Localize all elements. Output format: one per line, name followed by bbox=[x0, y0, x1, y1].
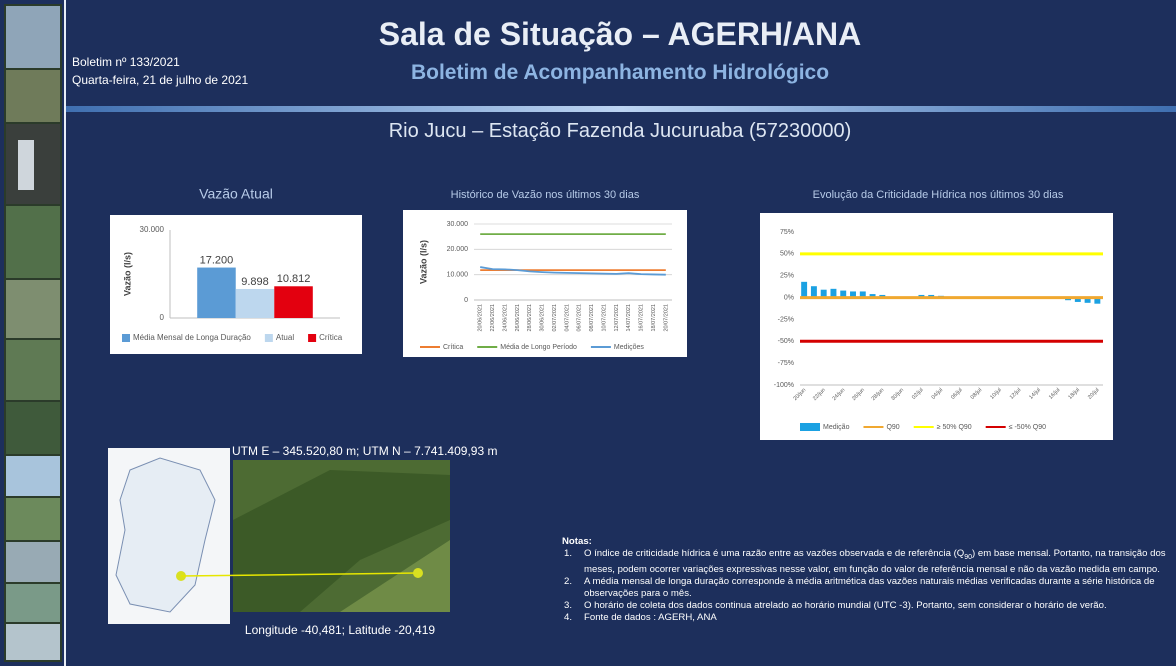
y-tick-label: 75% bbox=[780, 229, 794, 236]
bar bbox=[197, 268, 236, 318]
legend-label: ≤ -50% Q90 bbox=[1009, 424, 1046, 431]
subtitle: Boletim de Acompanhamento Hidrológico bbox=[350, 61, 890, 85]
bar bbox=[274, 286, 313, 318]
note-text-part: O índice de criticidade hídrica é uma ra… bbox=[584, 548, 964, 559]
x-tick-label: 14/07/2021 bbox=[626, 304, 632, 332]
x-tick-label: 20/07/2021 bbox=[663, 304, 669, 332]
note-marker: 1. bbox=[562, 548, 584, 576]
geo-coordinates: Longitude -40,481; Latitude -20,419 bbox=[232, 623, 448, 637]
value-label: 10.812 bbox=[277, 273, 311, 285]
note: 2.A média mensal de longa duração corres… bbox=[562, 576, 1168, 600]
chart-title: Histórico de Vazão nos últimos 30 dias bbox=[451, 189, 640, 201]
x-tick-label: 22/06/2021 bbox=[490, 304, 496, 332]
legend-swatch bbox=[800, 423, 820, 431]
y-axis-label: Vazão (l/s) bbox=[122, 252, 132, 296]
legend-label: Crítica bbox=[443, 344, 463, 351]
x-tick-label: 28/06/2021 bbox=[527, 304, 533, 332]
bar bbox=[801, 282, 807, 298]
notes-heading: Notas: bbox=[562, 536, 1168, 548]
x-tick-label: 26/06/2021 bbox=[515, 304, 521, 332]
x-tick-label: 24/06/2021 bbox=[502, 304, 508, 332]
y-tick-label: -25% bbox=[778, 316, 794, 323]
note: 1.O índice de criticidade hídrica é uma … bbox=[562, 548, 1168, 576]
note-text: Fonte de dados : AGERH, ANA bbox=[584, 612, 717, 624]
x-tick-label: 12/07/2021 bbox=[614, 304, 620, 332]
chart-background bbox=[403, 210, 687, 357]
x-tick-label: 16/07/2021 bbox=[639, 304, 645, 332]
x-tick-label: 06/07/2021 bbox=[577, 304, 583, 332]
y-tick-label: 0% bbox=[784, 294, 794, 301]
legend-label: Medições bbox=[614, 344, 644, 351]
chart-title: Evolução da Criticidade Hídrica nos últi… bbox=[813, 189, 1064, 201]
map-area bbox=[108, 448, 450, 624]
legend-label: Q90 bbox=[886, 424, 899, 431]
note-text: A média mensal de longa duração correspo… bbox=[584, 576, 1168, 600]
note: 4.Fonte de dados : AGERH, ANA bbox=[562, 612, 1168, 624]
legend-label: Crítica bbox=[319, 333, 343, 342]
notes: Notas: 1.O índice de criticidade hídrica… bbox=[562, 536, 1168, 624]
y-axis-label: Vazão (l/s) bbox=[418, 240, 428, 284]
y-tick-label: -50% bbox=[778, 338, 794, 345]
legend-swatch bbox=[308, 334, 316, 342]
legend-label: Medição bbox=[823, 424, 850, 431]
y-tick-label: 20.000 bbox=[447, 246, 469, 253]
chart-background bbox=[760, 213, 1113, 440]
photo-strip bbox=[4, 4, 62, 662]
y-tick-label: 0 bbox=[160, 313, 165, 322]
header-rule bbox=[66, 106, 1176, 112]
note-text: O horário de coleta dos dados continua a… bbox=[584, 600, 1107, 612]
x-tick-label: 08/07/2021 bbox=[589, 304, 595, 332]
x-tick-label: 10/07/2021 bbox=[601, 304, 607, 332]
note-text: O índice de criticidade hídrica é uma ra… bbox=[584, 548, 1168, 576]
bar bbox=[811, 286, 817, 297]
value-label: 9.898 bbox=[241, 276, 269, 288]
station: Rio Jucu – Estação Fazenda Jucuruaba (57… bbox=[300, 120, 940, 143]
y-tick-label: 25% bbox=[780, 273, 794, 280]
chart-title: Vazão Atual bbox=[199, 186, 273, 202]
y-tick-label: 30.000 bbox=[447, 221, 469, 228]
legend-swatch bbox=[122, 334, 130, 342]
note: 3.O horário de coleta dos dados continua… bbox=[562, 600, 1168, 612]
x-tick-label: 02/07/2021 bbox=[552, 304, 558, 332]
bulletin-number: Boletim nº 133/2021 bbox=[72, 55, 180, 69]
y-tick-label: -100% bbox=[774, 382, 794, 389]
main-title: Sala de Situação – AGERH/ANA bbox=[350, 16, 890, 53]
y-tick-label: 30.000 bbox=[140, 225, 165, 234]
legend-label: Média de Longo Período bbox=[500, 344, 577, 351]
x-tick-label: 30/06/2021 bbox=[540, 304, 546, 332]
x-tick-label: 18/07/2021 bbox=[651, 304, 657, 332]
y-tick-label: 50% bbox=[780, 251, 794, 258]
y-tick-label: 0 bbox=[464, 297, 468, 304]
note-subscript: 90 bbox=[964, 554, 972, 561]
value-label: 17.200 bbox=[200, 254, 234, 266]
note-marker: 4. bbox=[562, 612, 584, 624]
note-marker: 3. bbox=[562, 600, 584, 612]
bulletin-date: Quarta-feira, 21 de julho de 2021 bbox=[72, 73, 248, 87]
legend-label: Média Mensal de Longa Duração bbox=[133, 333, 251, 342]
page: Vazão Atual 0 30.000 Vazão (l/s) 17.200 9.898… bbox=[0, 0, 1176, 666]
x-tick-label: 04/07/2021 bbox=[564, 304, 570, 332]
bar bbox=[236, 289, 275, 318]
legend-label: ≥ 50% Q90 bbox=[937, 424, 972, 431]
legend-swatch bbox=[265, 334, 273, 342]
x-tick-label: 20/06/2021 bbox=[478, 304, 484, 332]
y-tick-label: 10.000 bbox=[447, 272, 469, 279]
y-tick-label: -75% bbox=[778, 360, 794, 367]
note-marker: 2. bbox=[562, 576, 584, 600]
legend-label: Atual bbox=[276, 333, 294, 342]
utm-coordinates: UTM E – 345.520,80 m; UTM N – 7.741.409,… bbox=[232, 444, 497, 458]
